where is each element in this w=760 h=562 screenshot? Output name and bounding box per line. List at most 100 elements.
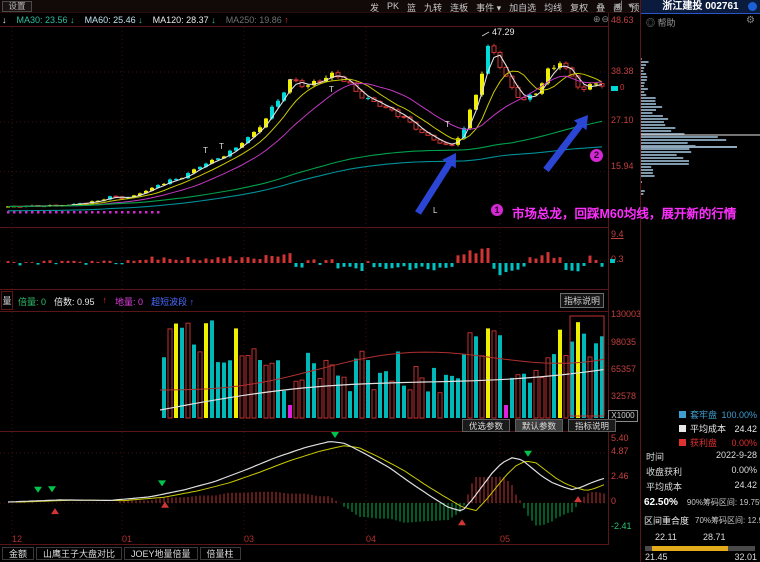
toolbar-item-0[interactable]: 发 xyxy=(370,3,380,13)
svg-text:T: T xyxy=(329,85,334,94)
info-icon[interactable] xyxy=(748,2,757,11)
peak-price-label: 47.29 xyxy=(492,27,515,37)
help-link[interactable]: ◎ 帮助 xyxy=(646,18,676,28)
param-button-0[interactable]: 优选参数 xyxy=(462,419,511,432)
x-axis-label-4: 05 xyxy=(500,534,511,544)
info-value: 24.42 xyxy=(734,480,757,490)
indicator-values: 倍量: 0 倍数: 0.95 ↑ 地量: 0 超短波段 ↑ xyxy=(18,295,194,308)
ma-value-2: MA120: 28.37 ↓ xyxy=(153,15,216,25)
price-range-slider[interactable] xyxy=(645,546,755,551)
amount-panel[interactable] xyxy=(0,228,608,290)
bottom-tab-1[interactable]: 山鹰王子大盘对比 xyxy=(36,547,123,560)
volume-panel[interactable] xyxy=(0,312,608,432)
stock-title[interactable]: 浙江建投 002761 xyxy=(641,0,760,14)
x-axis-label-0: 12 xyxy=(12,534,23,544)
ma-label: MA250: 19.86 xyxy=(225,14,282,25)
y-axis-label: 48.63 xyxy=(611,15,634,25)
legend-label: 获利盘 xyxy=(690,438,718,448)
indicator-field-4: 超短波段 ↑ xyxy=(151,297,195,307)
toolbar-item-11[interactable]: 预测 xyxy=(630,1,648,14)
bottom-tab-2[interactable]: JOEY地量倍量 xyxy=(124,547,198,560)
indicator-field-3: 地量: 0 xyxy=(115,297,144,307)
info-row-2: 平均成本 24.42 xyxy=(646,480,757,493)
indicator-tabbar: 金额 山鹰王子大盘对比 JOEY地量倍量 倍量柱 xyxy=(0,545,640,562)
volume-indicator-header: 量 倍量: 0 倍数: 0.95 ↑ 地量: 0 超短波段 ↑ 指标说明 xyxy=(0,290,608,312)
param-button-1[interactable]: 默认参数 xyxy=(515,419,564,432)
candlestick-panel[interactable]: T T T T T L xyxy=(0,26,608,229)
axis-zero-label: 0 xyxy=(620,83,625,92)
legend-value: 100.00% xyxy=(721,409,757,420)
annotation-badge-2: 2 xyxy=(590,149,603,162)
ma-label: MA30: 23.56 xyxy=(16,14,68,25)
overlap-row: 区间重合度 70%筹码区间: 12.99% xyxy=(644,514,760,527)
concentration-row: 62.50% 90%筹码区间: 19.75% xyxy=(644,497,760,508)
bottom-tab-0[interactable]: 金额 xyxy=(2,547,35,560)
gear-icon[interactable]: ⚙ xyxy=(746,15,755,26)
info-row-1: 收盘获利 0.00% xyxy=(646,465,757,478)
toolbar-item-6[interactable]: 加自选 xyxy=(509,3,537,13)
ma-label: MA60: 25.46 xyxy=(84,14,136,25)
info-label: 平均成本 xyxy=(646,482,683,492)
y-axis-label: 2.46 xyxy=(611,471,629,481)
ma-value-0: MA30: 23.56 ↓ xyxy=(17,15,75,25)
ma-arrow-icon: ↑ xyxy=(281,14,289,25)
ma-lead-arrow: ↓ xyxy=(2,14,7,25)
y-axis-label: 38.38 xyxy=(611,66,634,76)
bottom-tab-3[interactable]: 倍量柱 xyxy=(199,547,241,560)
legend-square xyxy=(679,425,686,432)
y-axis-label: -2.41 xyxy=(611,521,632,531)
y-axis-label: 15.94 xyxy=(611,161,634,171)
slider-max-label: 32.01 xyxy=(734,552,757,562)
y-axis-label: 0.3 xyxy=(611,254,624,264)
info-row-0: 时间 2022-9-28 xyxy=(646,450,757,463)
analyst-annotation: 市场总龙，回踩M60均线，展开新的行情 xyxy=(512,207,737,221)
indicator-tab[interactable]: 量 xyxy=(1,291,13,310)
y-axis-label: 32578 xyxy=(611,391,637,401)
zoom-in-out-icons[interactable]: ⊕⊖ xyxy=(593,14,611,24)
indicator-field-1: 倍数: 0.95 xyxy=(54,297,95,307)
toolbar-item-4[interactable]: 连板 xyxy=(450,3,469,13)
settings-button[interactable]: 设置 xyxy=(2,1,32,12)
y-axis-label: 5.40 xyxy=(611,433,629,443)
param-button-2[interactable]: 指标说明 xyxy=(568,419,617,432)
y-axis-label: 4.87 xyxy=(611,446,629,456)
toolbar-item-10[interactable]: 画 xyxy=(613,3,623,13)
toolbar-item-9[interactable]: 叠 xyxy=(596,3,606,13)
macd-panel[interactable] xyxy=(0,432,608,545)
toolbar-item-3[interactable]: 九转 xyxy=(424,3,443,13)
indicator-help-button[interactable]: 指标说明 xyxy=(560,293,604,308)
svg-text:T: T xyxy=(219,142,224,151)
toolbar-item-5[interactable]: 事件 ▾ xyxy=(476,3,502,13)
info-value: 0.00% xyxy=(731,465,757,475)
y-axis-label: 98035 xyxy=(611,337,637,347)
legend-row-1: 平均成本 24.42 xyxy=(679,422,757,435)
amount-axis-marker xyxy=(610,259,615,263)
ma-arrow-icon: ↓ xyxy=(135,14,143,25)
range70-label: 70%筹码区间: 12.99% xyxy=(695,516,760,525)
slider-low-label: 22.11 xyxy=(655,532,677,542)
toolbar-item-7[interactable]: 均线 xyxy=(544,3,563,13)
x-axis-label-2: 03 xyxy=(244,534,255,544)
x-axis-label-1: 01 xyxy=(122,534,133,544)
toolbar-item-8[interactable]: 复权 xyxy=(570,3,589,13)
info-label: 收盘获利 xyxy=(646,467,683,477)
slider-high-label: 28.71 xyxy=(703,532,726,542)
toolbar-item-2[interactable]: 篮 xyxy=(407,3,417,13)
toolbar-nav-icons[interactable]: ◀▏▾ xyxy=(614,1,634,10)
y-axis-label: 130003 xyxy=(611,309,642,319)
parameter-buttons: 优选参数 默认参数 指标说明 xyxy=(462,419,617,432)
chip-distribution-sidebar: 浙江建投 002761 ◎ 帮助 ⚙ 套牢盘 100.00% 平均成本 24.42 获利… xyxy=(640,0,760,562)
legend-value: 0.00% xyxy=(731,437,757,448)
ma-arrow-icon: ↓ xyxy=(208,14,216,25)
ma-values-bar: ↓ MA30: 23.56 ↓ MA60: 25.46 ↓ MA120: 28.37 … xyxy=(0,13,608,26)
legend-square xyxy=(679,411,686,418)
svg-text:L: L xyxy=(433,206,438,215)
concentration-pct: 62.50% xyxy=(644,497,678,508)
range90-label: 90%筹码区间: 19.75% xyxy=(686,498,760,507)
legend-square xyxy=(679,439,686,446)
ma-value-1: MA60: 25.46 ↓ xyxy=(85,15,143,25)
overlap-name: 区间重合度 xyxy=(644,516,690,526)
ma-label: MA120: 28.37 xyxy=(152,14,209,25)
toolbar-item-1[interactable]: PK xyxy=(387,1,400,11)
